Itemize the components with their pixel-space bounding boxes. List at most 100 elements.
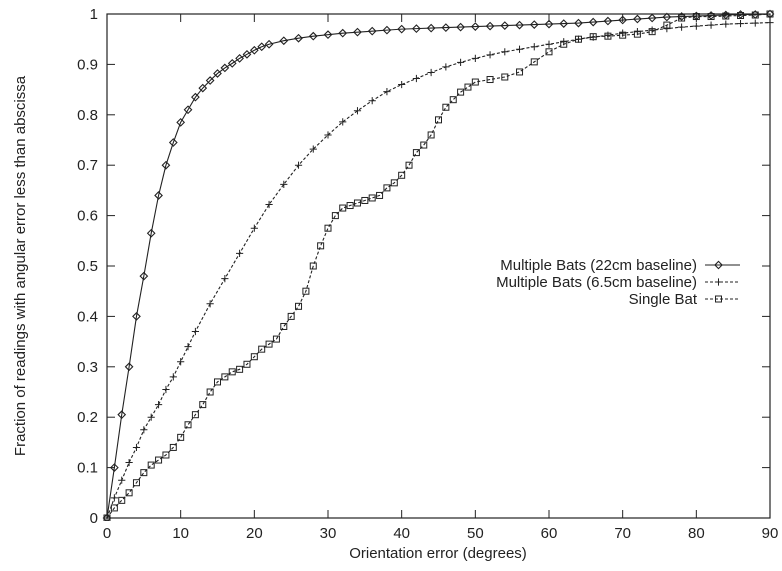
legend: Multiple Bats (22cm baseline)Multiple Ba… xyxy=(496,257,740,308)
data-point xyxy=(427,68,435,77)
data-point xyxy=(545,40,553,48)
y-tick-label: 0.7 xyxy=(77,157,98,174)
data-point xyxy=(206,300,214,308)
data-point xyxy=(412,149,420,157)
data-point xyxy=(604,32,612,40)
y-tick-label: 0.3 xyxy=(77,359,98,376)
data-point xyxy=(184,421,192,429)
data-point xyxy=(162,451,170,459)
axis-tick-labels: 0 10 20 30 40 50 60 70 80 90 0 0.1 0.2 0.3 0.4 0.5 0.6 0.… xyxy=(77,6,778,542)
data-point xyxy=(412,74,420,83)
data-point xyxy=(169,373,177,381)
data-point xyxy=(258,345,266,353)
legend-marker xyxy=(714,260,723,270)
data-point xyxy=(146,228,156,238)
data-point xyxy=(161,160,171,170)
data-point xyxy=(633,14,642,24)
axis-ticks xyxy=(106,13,771,519)
data-point xyxy=(213,69,222,78)
data-point xyxy=(618,15,628,25)
data-point xyxy=(603,16,613,26)
data-point xyxy=(441,23,451,32)
data-point xyxy=(368,194,376,202)
legend-label: Multiple Bats (22cm baseline) xyxy=(500,257,697,274)
data-point xyxy=(308,31,318,41)
data-point xyxy=(398,80,406,89)
x-tick-label: 10 xyxy=(172,525,189,542)
data-point xyxy=(382,25,392,35)
data-point xyxy=(191,92,200,102)
data-point xyxy=(139,271,149,281)
data-point xyxy=(516,68,524,76)
x-tick-label: 30 xyxy=(320,525,337,542)
x-tick-label: 70 xyxy=(614,525,631,542)
data-point xyxy=(383,88,391,96)
data-point xyxy=(317,242,325,250)
data-point xyxy=(737,12,745,20)
data-point xyxy=(766,10,774,18)
data-point xyxy=(449,96,457,104)
series-1 xyxy=(102,9,775,521)
data-point xyxy=(529,20,539,29)
data-point xyxy=(663,21,671,29)
x-tick-label: 60 xyxy=(541,525,558,542)
data-point xyxy=(574,35,582,43)
data-point xyxy=(118,496,126,504)
data-point xyxy=(109,463,119,472)
data-point xyxy=(707,21,715,29)
data-point xyxy=(132,312,141,321)
data-point xyxy=(383,184,391,192)
data-point xyxy=(323,30,333,40)
data-point xyxy=(214,378,221,386)
data-point xyxy=(265,200,273,209)
data-point xyxy=(110,504,118,512)
data-point xyxy=(110,494,118,502)
data-point xyxy=(545,48,553,56)
data-point xyxy=(560,40,568,48)
data-point xyxy=(184,343,192,351)
data-point xyxy=(191,411,199,419)
data-point xyxy=(457,58,465,66)
legend-marker xyxy=(715,295,722,303)
y-tick-label: 0.9 xyxy=(77,56,98,73)
y-tick-label: 0.8 xyxy=(77,107,98,124)
data-point xyxy=(692,13,700,21)
data-point xyxy=(442,103,450,111)
data-point xyxy=(353,27,362,37)
data-point xyxy=(125,489,133,497)
x-tick-label: 0 xyxy=(103,525,111,542)
data-point xyxy=(295,302,303,310)
data-point xyxy=(339,118,347,126)
data-point xyxy=(132,443,141,452)
data-point xyxy=(264,39,274,49)
data-point xyxy=(648,26,656,34)
data-point xyxy=(751,11,759,19)
data-point xyxy=(102,513,112,521)
data-point xyxy=(125,458,133,467)
data-point xyxy=(147,413,155,421)
data-point xyxy=(633,30,641,38)
data-point xyxy=(663,25,671,33)
data-point xyxy=(249,45,259,55)
data-point xyxy=(205,76,215,85)
data-point xyxy=(118,476,126,484)
data-point xyxy=(486,76,494,84)
data-point xyxy=(176,117,186,127)
data-point xyxy=(280,180,288,188)
data-point xyxy=(648,28,656,36)
data-point xyxy=(169,443,177,451)
data-point xyxy=(426,23,436,33)
data-point xyxy=(501,73,509,81)
data-point xyxy=(346,202,354,210)
data-point xyxy=(140,426,148,434)
data-point xyxy=(221,373,229,381)
data-point xyxy=(257,42,267,52)
data-point xyxy=(221,275,229,283)
y-tick-label: 0.5 xyxy=(77,258,98,275)
data-point xyxy=(457,88,465,96)
data-point xyxy=(339,204,347,212)
data-point xyxy=(574,18,583,28)
data-point xyxy=(420,141,428,149)
data-point xyxy=(309,262,317,270)
